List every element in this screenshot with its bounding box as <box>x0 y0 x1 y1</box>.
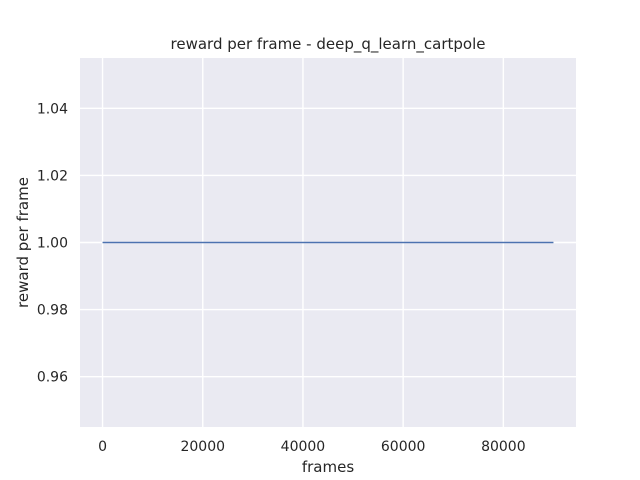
y-tick-label: 0.96 <box>37 370 68 386</box>
chart-title: reward per frame - deep_q_learn_cartpole <box>171 35 486 54</box>
y-axis-label: reward per frame <box>14 177 32 308</box>
x-tick-label: 40000 <box>281 439 326 455</box>
x-tick-label: 60000 <box>381 439 426 455</box>
y-tick-label: 1.02 <box>37 168 68 184</box>
x-tick-label: 80000 <box>481 439 526 455</box>
x-axis-label: frames <box>302 458 354 476</box>
x-tick-label: 20000 <box>180 439 225 455</box>
y-tick-label: 0.98 <box>37 303 68 319</box>
y-tick-label: 1.00 <box>37 236 68 252</box>
y-axis-ticks: 0.96 0.98 1.00 1.02 1.04 <box>37 101 68 385</box>
x-axis-ticks: 0 20000 40000 60000 80000 <box>98 439 526 455</box>
x-tick-label: 0 <box>98 439 107 455</box>
y-tick-label: 1.04 <box>37 101 68 117</box>
